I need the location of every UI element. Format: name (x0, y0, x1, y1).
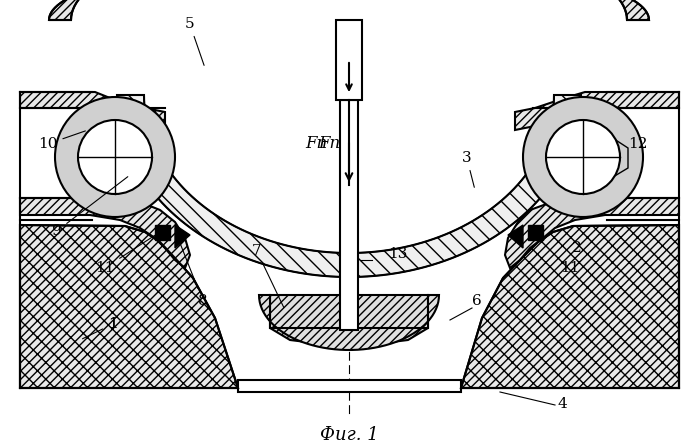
Text: 8: 8 (179, 241, 208, 308)
Polygon shape (117, 95, 581, 277)
Text: 2: 2 (572, 241, 582, 255)
Circle shape (546, 120, 620, 194)
Polygon shape (20, 225, 238, 388)
Text: 5: 5 (185, 17, 204, 65)
Text: 1: 1 (82, 317, 117, 339)
Polygon shape (175, 225, 190, 248)
Polygon shape (20, 92, 165, 130)
Text: 3: 3 (462, 151, 475, 187)
Text: 12: 12 (628, 137, 647, 151)
Text: 4: 4 (558, 397, 568, 411)
Polygon shape (49, 0, 649, 20)
Bar (336, 20, 362, 100)
Text: 11: 11 (95, 233, 158, 275)
Bar (155, 225, 170, 240)
Polygon shape (515, 92, 679, 130)
Polygon shape (590, 135, 628, 180)
Text: 11: 11 (560, 261, 579, 275)
Circle shape (78, 120, 152, 194)
Text: 7: 7 (252, 244, 284, 307)
Text: 13: 13 (388, 247, 408, 261)
Text: 10: 10 (38, 131, 85, 151)
Text: Fn: Fn (305, 135, 327, 152)
Polygon shape (259, 295, 439, 350)
Circle shape (55, 97, 175, 217)
Text: 9: 9 (52, 177, 128, 238)
Text: 6: 6 (472, 294, 482, 308)
Polygon shape (508, 225, 523, 248)
Bar (238, 380, 461, 392)
Polygon shape (20, 198, 190, 268)
Text: Фиг. 1: Фиг. 1 (319, 426, 378, 444)
Circle shape (523, 97, 643, 217)
Polygon shape (270, 295, 428, 346)
Polygon shape (461, 225, 679, 388)
Polygon shape (505, 198, 679, 268)
Bar (340, 100, 358, 330)
Text: 1: 1 (108, 317, 117, 331)
Text: Fn: Fn (318, 135, 340, 152)
Bar (528, 225, 543, 240)
Bar (340, 100, 358, 330)
